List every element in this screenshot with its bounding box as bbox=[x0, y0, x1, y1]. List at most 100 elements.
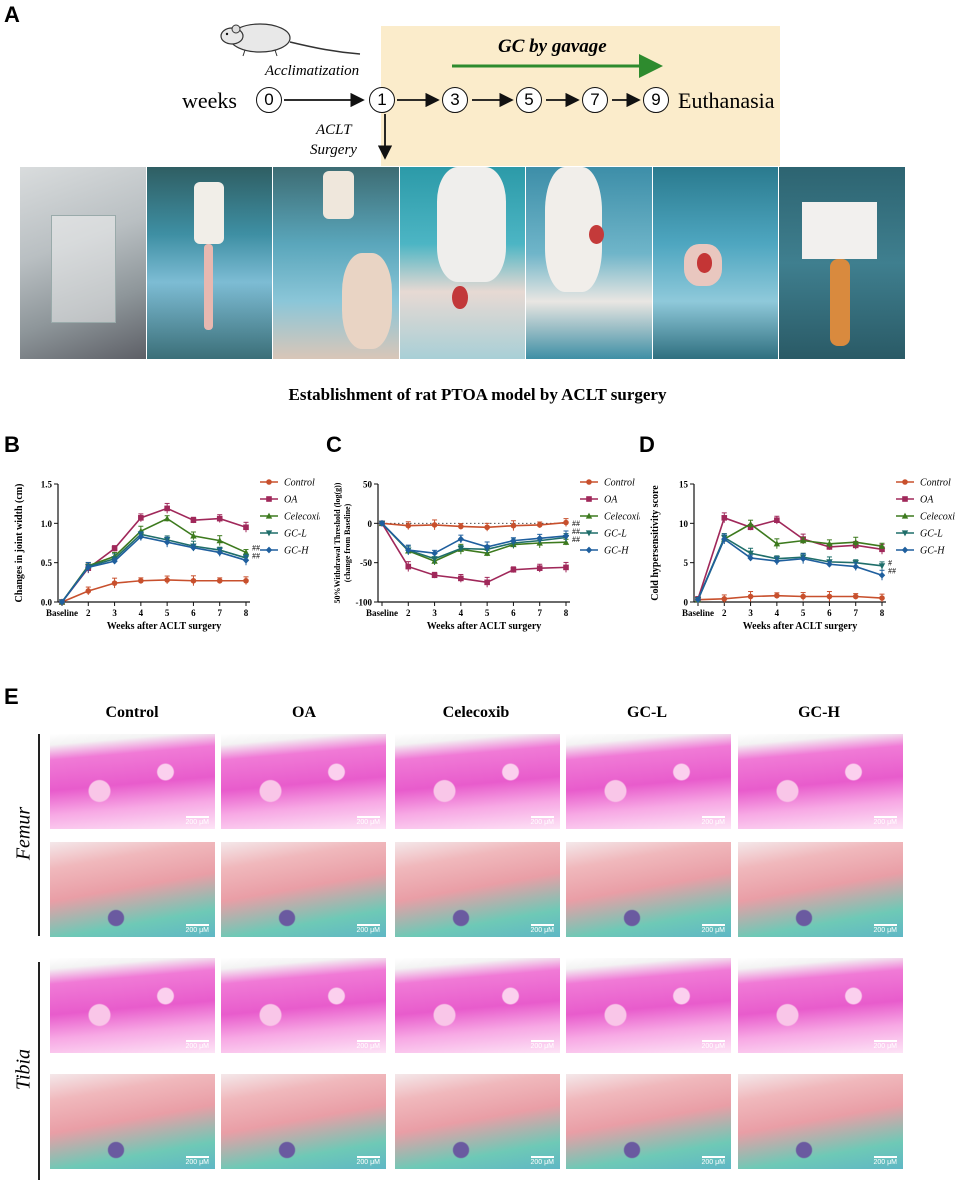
series-oa bbox=[379, 520, 569, 588]
data-point bbox=[536, 522, 543, 528]
significance-mark: ## bbox=[572, 527, 580, 536]
legend-label: Celecoxib bbox=[920, 512, 955, 523]
data-point bbox=[243, 577, 249, 584]
data-point bbox=[852, 593, 859, 600]
panel-letter-b: B bbox=[4, 432, 20, 457]
legend-label: GC-L bbox=[604, 529, 627, 540]
data-point bbox=[563, 564, 569, 571]
x-tick-label: 7 bbox=[537, 608, 542, 618]
x-tick-label: 4 bbox=[139, 608, 144, 618]
series-control bbox=[59, 575, 249, 605]
series-line bbox=[697, 523, 883, 600]
data-point bbox=[510, 566, 517, 573]
histology-image-tibia-safranin-oa: 200 μM bbox=[221, 1074, 386, 1169]
data-point bbox=[111, 580, 118, 586]
data-point bbox=[799, 555, 807, 563]
legend-marker bbox=[585, 530, 593, 537]
legend-label: GC-H bbox=[284, 546, 309, 557]
legend-marker bbox=[585, 512, 593, 519]
legend-item-oa: OA bbox=[260, 495, 298, 506]
legend-label: Control bbox=[284, 478, 315, 489]
data-point bbox=[431, 572, 438, 579]
legend-item-control: Control bbox=[580, 478, 635, 489]
x-tick-label: 4 bbox=[459, 608, 464, 618]
legend-label: GC-H bbox=[604, 546, 629, 557]
column-header-gc-l: GC-L bbox=[627, 704, 667, 721]
x-axis-label: Weeks after ACLT surgery bbox=[107, 621, 222, 632]
legend-item-oa: OA bbox=[896, 495, 934, 506]
significance-mark: ## bbox=[572, 535, 580, 544]
scale-bar: 200 μM bbox=[356, 924, 380, 934]
data-point bbox=[457, 545, 465, 552]
x-tick-label: 6 bbox=[191, 608, 196, 618]
photo-knee-exposure bbox=[399, 167, 526, 359]
data-point bbox=[431, 522, 438, 528]
scale-bar: 200 μM bbox=[356, 1156, 380, 1166]
data-point bbox=[190, 517, 197, 523]
y-tick-label: 50 bbox=[363, 480, 373, 490]
y-tick-label: 5 bbox=[684, 558, 689, 568]
data-point bbox=[799, 537, 807, 544]
x-tick-label: 6 bbox=[827, 608, 832, 618]
data-point bbox=[852, 563, 859, 570]
y-tick-label: 1.5 bbox=[41, 480, 53, 490]
legend-label: GC-L bbox=[284, 529, 307, 540]
y-axis-label-2: (change from Baseline) bbox=[343, 503, 352, 582]
femur-bracket-line bbox=[38, 734, 40, 936]
series-line bbox=[381, 522, 567, 562]
data-point bbox=[405, 563, 412, 570]
histology-image-tibia-safranin-gc-l: 200 μM bbox=[566, 1074, 731, 1169]
series-line bbox=[61, 507, 247, 603]
data-point bbox=[483, 543, 491, 551]
legend-marker bbox=[586, 479, 592, 485]
scale-bar: 200 μM bbox=[530, 924, 554, 934]
series-line bbox=[381, 522, 567, 560]
data-point bbox=[216, 549, 223, 556]
legend-item-gc-h: GC-H bbox=[580, 546, 629, 557]
data-point bbox=[111, 545, 118, 552]
x-tick-label: 3 bbox=[432, 608, 437, 618]
data-point bbox=[510, 522, 517, 529]
data-point bbox=[879, 595, 885, 601]
scale-bar: 200 μM bbox=[356, 816, 380, 826]
timeline-node-5: 5 bbox=[516, 87, 542, 113]
significance-mark: ## bbox=[888, 566, 896, 575]
data-point bbox=[138, 577, 144, 584]
scale-bar: 200 μM bbox=[873, 1156, 897, 1166]
legend-label: GC-L bbox=[920, 529, 943, 540]
x-tick-label: 8 bbox=[880, 608, 885, 618]
histology-image-femur-he-celecoxib: 200 μM bbox=[395, 734, 560, 829]
scale-bar: 200 μM bbox=[873, 1040, 897, 1050]
data-point bbox=[137, 533, 145, 541]
y-tick-label: 0.0 bbox=[41, 598, 53, 608]
data-point bbox=[773, 540, 781, 547]
legend-item-celecoxib: Celecoxib bbox=[580, 512, 640, 523]
y-tick-label: 15 bbox=[679, 480, 689, 490]
data-point bbox=[878, 571, 886, 579]
data-point bbox=[190, 544, 197, 552]
scale-bar: 200 μM bbox=[530, 1156, 554, 1166]
legend-marker bbox=[901, 530, 909, 537]
legend-marker bbox=[265, 546, 273, 554]
photo-rat-in-box bbox=[20, 167, 146, 359]
data-point bbox=[405, 546, 412, 554]
legend-marker bbox=[902, 479, 908, 485]
y-tick-label: 0 bbox=[368, 519, 373, 529]
data-point bbox=[826, 540, 833, 547]
data-point bbox=[878, 563, 886, 570]
series-control bbox=[695, 591, 885, 603]
data-point bbox=[562, 538, 570, 545]
histology-image-femur-safranin-gc-l: 200 μM bbox=[566, 842, 731, 937]
timeline-node-9: 9 bbox=[643, 87, 669, 113]
legend-marker bbox=[585, 546, 593, 554]
x-tick-label: 2 bbox=[406, 608, 411, 618]
scale-bar: 200 μM bbox=[873, 924, 897, 934]
column-header-celecoxib: Celecoxib bbox=[442, 704, 510, 721]
data-point bbox=[694, 596, 702, 604]
figure-caption: Establishment of rat PTOA model by ACLT … bbox=[288, 385, 667, 404]
significance-mark: ## bbox=[252, 551, 260, 560]
x-tick-label: 3 bbox=[748, 608, 753, 618]
data-point bbox=[216, 537, 223, 544]
x-tick-label: Baseline bbox=[366, 608, 398, 618]
rat-icon bbox=[220, 23, 361, 57]
